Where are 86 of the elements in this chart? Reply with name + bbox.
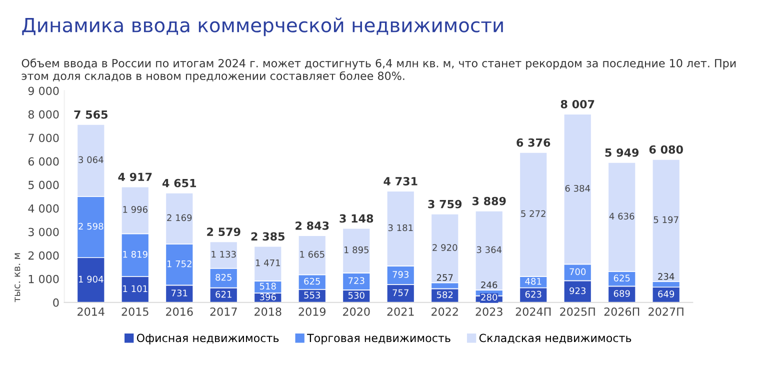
data-label: 1 471 [256,260,280,266]
total-label: 8 007 [560,100,594,108]
data-label: 623 [525,290,542,298]
total-label: 2 385 [251,232,285,241]
x-tick-label: 2019 [298,307,326,316]
legend-label: Складская недвижимость [479,334,632,344]
total-label: 3 889 [472,196,506,206]
data-label: 553 [304,292,320,299]
x-tick-label: 2016 [166,307,193,316]
data-label: 923 [570,287,586,294]
data-label: 731 [172,290,188,296]
data-label: 257 [436,274,453,281]
total-label: 2 843 [296,221,329,230]
legend-label: Офисная недвижимость [136,334,279,344]
x-tick-label: 2024П [516,307,551,316]
data-label: 689 [614,290,630,297]
data-label: 6 384 [565,184,590,192]
total-label: 4 917 [118,172,152,182]
data-label: 280 [481,294,498,301]
y-tick-label: 1 000 [28,274,59,284]
data-label: 1 133 [212,250,236,258]
data-label: 234 [658,273,674,280]
data-label: 1 819 [123,250,148,258]
data-label: 518 [260,282,276,290]
data-label: 793 [392,271,409,278]
chart-subtitle: Объем ввода в России по итогам 2024 г. может достигнуть 6,4 млн кв. м, что станет рекордом за последние 10 лет. При этом доля складов в новом предложении составляет более 80%. [22,58,736,82]
x-tick-label: 2022 [432,307,458,316]
data-label: 3 364 [476,246,502,254]
data-label: 1 752 [167,260,192,268]
y-tick-label: 4 000 [28,204,59,213]
x-tick-label: 2017 [210,307,237,316]
total-label: 4 651 [162,178,196,188]
y-tick-label: 7 000 [28,134,59,142]
data-label: 5 272 [521,210,546,218]
total-label: 6 376 [516,138,550,147]
data-label: 396 [260,294,276,300]
data-label: 700 [570,268,586,276]
y-tick-label: 8 000 [28,110,59,119]
data-label: 825 [216,274,232,281]
total-label: 3 148 [340,214,374,223]
y-axis-title: тыс. кв. м [14,253,20,302]
data-label: 5 197 [654,216,678,224]
data-label: 4 636 [609,212,634,220]
x-tick-label: 2023 [476,307,502,316]
data-label: 1 904 [78,276,104,283]
legend-label: Торговая недвижимость [307,334,450,344]
chart-title: Динамика ввода коммерческой недвижимости [22,17,503,36]
data-label: 621 [216,290,232,298]
data-label: 723 [348,277,364,284]
data-label: 3 064 [78,156,104,164]
y-tick-label: 2 000 [28,251,59,260]
data-label: 246 [481,281,498,288]
x-tick-label: 2025П [560,307,595,316]
data-label: 2 920 [432,244,458,251]
total-label: 2 579 [207,228,240,236]
x-tick-label: 2020 [343,307,370,316]
data-label: 530 [348,292,364,299]
total-label: 6 080 [649,145,683,154]
data-label: 2 598 [78,222,104,230]
y-tick-label: 9 000 [28,86,59,96]
data-label: 649 [658,290,674,298]
x-tick-label: 2018 [254,307,282,316]
total-label: 4 731 [384,177,418,186]
x-tick-label: 2027П [648,307,684,316]
y-tick-label: 0 [53,298,59,307]
x-tick-label: 2026П [604,307,640,316]
data-label: 625 [304,278,320,285]
y-tick-label: 5 000 [28,180,59,190]
data-label: 2 169 [167,214,192,222]
x-tick-label: 2014 [78,307,104,316]
data-label: 481 [525,278,542,285]
data-label: 757 [392,289,408,296]
data-label: 3 181 [388,224,413,232]
x-tick-label: 2021 [387,307,414,316]
total-label: 7 565 [74,110,108,119]
y-tick-label: 6 000 [28,157,59,166]
x-tick-label: 2015 [122,307,148,316]
y-tick-label: 3 000 [28,228,59,236]
data-label: 625 [614,274,630,282]
data-label: 1 101 [123,285,148,292]
data-label: 1 895 [344,246,369,254]
data-label: 1 665 [300,250,324,258]
total-label: 3 759 [428,200,462,208]
data-label: 1 996 [123,206,148,213]
total-label: 5 949 [605,148,639,157]
data-label: 582 [436,291,453,298]
